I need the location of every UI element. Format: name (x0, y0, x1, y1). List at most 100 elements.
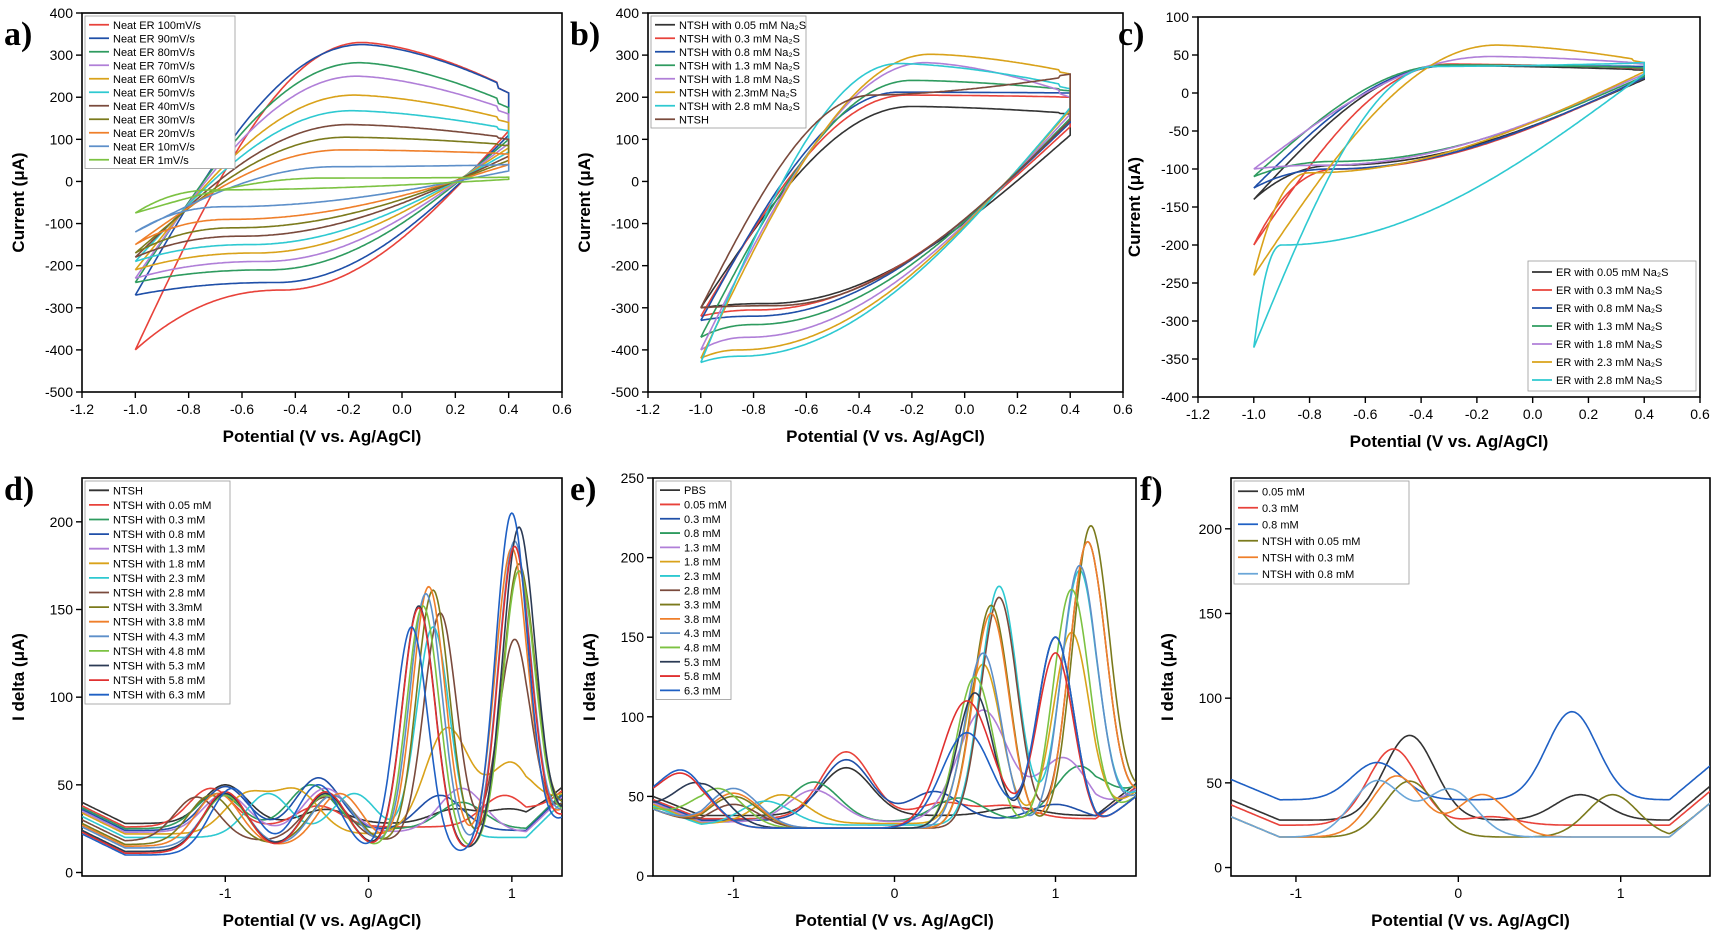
legend-label: ER with 2.3 mM Na₂S (1556, 357, 1662, 369)
panel-d: d) -1 0 1 0 50 100 150 200 Potential (V vs. Ag/Ag… (4, 471, 563, 930)
plot-frame (81, 12, 563, 393)
legend-label: Neat ER 40mV/s (113, 101, 195, 113)
legend-box (1233, 480, 1410, 585)
y-tick-label: -400 (1161, 389, 1189, 405)
y-tick-label: -300 (45, 300, 73, 316)
x-tick-label: -0.8 (741, 401, 765, 417)
x-tick-label: -1.0 (123, 401, 147, 417)
y-tick-label: 0 (65, 864, 73, 880)
legend-label: NTSH with 1.8 mM (113, 558, 205, 570)
legend-label: NTSH with 2.8 mM (113, 588, 205, 600)
legend-label: Neat ER 10mV/s (113, 141, 195, 153)
legend-label: 5.8 mM (684, 671, 721, 683)
x-tick-label: 0.2 (1579, 406, 1599, 422)
legend-label: 6.3 mM (684, 685, 721, 697)
x-axis-title: Potential (V vs. Ag/AgCl) (223, 427, 422, 446)
legend-label: 0.3 mM (1262, 503, 1299, 515)
x-tick-label: 0.0 (392, 401, 412, 417)
series-line (1231, 710, 1710, 801)
y-tick-label: -400 (611, 342, 639, 358)
panel-c: c) -1.2 -1.0 -0.8 -0.6 -0.4 -0.2 0.0 0.2 0.4 0.6 -4… (1118, 9, 1710, 451)
x-tick-label: 0 (891, 885, 899, 901)
series-group (134, 41, 510, 351)
y-tick-label: 150 (50, 601, 74, 617)
legend-label: Neat ER 60mV/s (113, 74, 195, 86)
legend-label: 3.8 mM (684, 614, 721, 626)
x-axis-title: Potential (V vs. Ag/AgCl) (223, 911, 422, 930)
y-tick-label: 50 (57, 777, 73, 793)
series-group (1253, 44, 1645, 348)
series-line (1253, 63, 1645, 246)
series-line (1231, 734, 1710, 821)
legend-box (84, 480, 231, 705)
legend-label: ER with 0.8 mM Na₂S (1556, 303, 1662, 315)
x-tick-label: -0.6 (794, 401, 818, 417)
series-group (82, 512, 562, 856)
legend-label: Neat ER 50mV/s (113, 87, 195, 99)
legend-label: 0.05 mM (684, 499, 727, 511)
legend-label: NTSH with 1.3 mM (113, 544, 205, 556)
legend-label: Neat ER 80mV/s (113, 47, 195, 59)
legend-label: NTSH with 0.8 mM (1262, 569, 1354, 581)
x-tick-label: 0 (1454, 885, 1462, 901)
legend-label: NTSH with 2.3mM Na₂S (679, 87, 797, 99)
x-axis-title: Potential (V vs. Ag/AgCl) (1371, 911, 1570, 930)
x-tick-label: 0.4 (1060, 401, 1080, 417)
y-tick-label: 150 (621, 629, 645, 645)
legend-label: ER with 0.3 mM Na₂S (1556, 285, 1662, 297)
y-axis-title: I delta (μA) (1158, 633, 1177, 721)
series-line (1231, 748, 1710, 826)
y-tick-label: -500 (611, 384, 639, 400)
plot-frame (1230, 477, 1711, 877)
series-line (653, 766, 1136, 817)
legend-label: Neat ER 1mV/s (113, 155, 189, 167)
legend-label: NTSH (679, 114, 709, 126)
y-tick-label: -500 (45, 384, 73, 400)
y-tick-label: 300 (616, 47, 640, 63)
x-tick-label: -0.6 (1353, 406, 1377, 422)
y-tick-label: 250 (621, 470, 645, 486)
series-line (82, 777, 562, 832)
x-tick-label: -0.8 (1297, 406, 1321, 422)
y-tick-label: -200 (45, 258, 73, 274)
legend-label: 0.8 mM (1262, 519, 1299, 531)
legend-box (1527, 260, 1697, 392)
y-axis-title: I delta (μA) (580, 633, 599, 721)
y-tick-label: 0 (1214, 860, 1222, 876)
legend-label: Neat ER 90mV/s (113, 33, 195, 45)
legend-label: NTSH with 5.3 mM (113, 661, 205, 673)
legend-label: NTSH with 4.8 mM (113, 646, 205, 658)
y-tick-label: -100 (45, 216, 73, 232)
y-tick-label: 50 (1206, 775, 1222, 791)
plot-frame (81, 477, 563, 877)
x-axis-title: Potential (V vs. Ag/AgCl) (786, 427, 985, 446)
x-axis-title: Potential (V vs. Ag/AgCl) (795, 911, 994, 930)
series-line (134, 176, 510, 214)
series-line (1231, 780, 1710, 838)
y-tick-label: 200 (50, 514, 74, 530)
legend-label: NTSH with 0.3 mM Na₂S (679, 33, 800, 45)
series-line (700, 73, 1071, 309)
x-tick-label: -0.2 (337, 401, 361, 417)
legend-box (84, 15, 236, 169)
y-tick-label: 100 (1199, 690, 1223, 706)
y-tick-label: 300 (50, 47, 74, 63)
legend-label: 0.8 mM (684, 528, 721, 540)
series-line (1253, 44, 1645, 276)
legend-label: NTSH with 0.05 mM Na₂S (679, 20, 806, 32)
legend-label: NTSH with 0.05 mM (113, 500, 211, 512)
x-tick-label: -0.4 (283, 401, 307, 417)
legend-label: ER with 0.05 mM Na₂S (1556, 267, 1668, 279)
legend-label: NTSH with 3.3mM (113, 602, 202, 614)
legend-label: 4.3 mM (684, 628, 721, 640)
legend-label: ER with 1.3 mM Na₂S (1556, 321, 1662, 333)
series-line (82, 626, 562, 839)
y-tick-label: -250 (1161, 275, 1189, 291)
legend-label: PBS (684, 485, 706, 497)
legend-label: NTSH with 1.8 mM Na₂S (679, 74, 800, 86)
legend-label: Neat ER 20mV/s (113, 128, 195, 140)
legend-label: 1.3 mM (684, 542, 721, 554)
series-line (653, 636, 1136, 829)
y-tick-label: 50 (1173, 47, 1189, 63)
